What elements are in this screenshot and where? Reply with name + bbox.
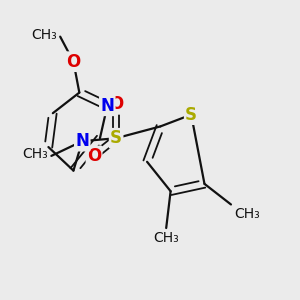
Text: CH₃: CH₃ <box>23 147 48 161</box>
Text: N: N <box>75 132 89 150</box>
Text: CH₃: CH₃ <box>234 207 260 221</box>
Text: N: N <box>100 97 114 115</box>
Text: O: O <box>87 147 101 165</box>
Text: CH₃: CH₃ <box>32 28 57 42</box>
Text: O: O <box>109 95 123 113</box>
Text: S: S <box>185 106 197 124</box>
Text: CH₃: CH₃ <box>153 231 179 245</box>
Text: S: S <box>110 129 122 147</box>
Text: O: O <box>66 53 81 71</box>
